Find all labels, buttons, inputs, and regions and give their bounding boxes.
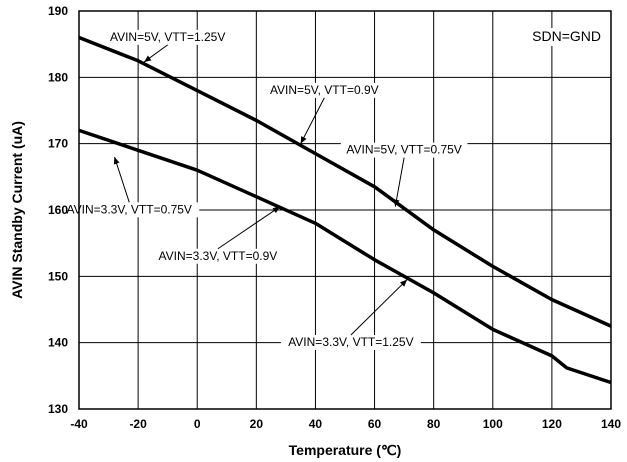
y-axis-title: AVIN Standby Current (uA)	[9, 121, 25, 299]
annotation-background	[264, 82, 385, 98]
x-tick-label: 100	[483, 417, 503, 431]
y-tick-label: 140	[48, 336, 68, 350]
annotation-background	[340, 142, 468, 158]
annotation-leader	[113, 156, 130, 203]
condition-label: SDN=GND	[532, 28, 601, 44]
annotation-label: AVIN=3.3V, VTT=1.25V	[288, 335, 413, 349]
annotation-leader	[217, 206, 281, 250]
x-axis-title: Temperature (℃)	[289, 442, 402, 458]
y-tick-label: 190	[48, 4, 68, 18]
series-line-avin-3v3	[78, 128, 612, 385]
annotation-leader	[394, 157, 405, 207]
arrowhead-icon	[113, 156, 120, 165]
x-tick-label: -20	[129, 417, 147, 431]
x-tick-labels: -40 -20 0 20 40 60 80 100 120 140	[70, 417, 621, 431]
arrowhead-icon	[300, 136, 307, 144]
annotation-label: AVIN=5V, VTT=0.9V	[270, 83, 379, 97]
arrowhead-icon	[399, 279, 408, 287]
x-tick-label: 60	[368, 417, 382, 431]
y-tick-label: 170	[48, 137, 68, 151]
x-tick-label: 20	[250, 417, 264, 431]
annotation-background	[59, 202, 200, 218]
condition-label-background	[509, 28, 605, 46]
x-tick-label: 140	[601, 417, 621, 431]
annotation-leader	[350, 279, 408, 336]
x-tick-label: 80	[427, 417, 441, 431]
y-tick-labels: 130 140 150 160 170 180 190	[48, 4, 68, 416]
annotation-label: AVIN=5V, VTT=1.25V	[110, 30, 225, 44]
annotations: AVIN=5V, VTT=1.25V AVIN=5V, VTT=0.9V AVIN=…	[59, 28, 605, 350]
series-group	[78, 35, 612, 385]
annotation-label: AVIN=3.3V, VTT=0.9V	[159, 249, 278, 263]
arrowhead-icon	[272, 206, 280, 214]
y-tick-label: 160	[48, 203, 68, 217]
x-tick-label: 40	[309, 417, 323, 431]
x-tick-label: 120	[542, 417, 562, 431]
annotation-background	[151, 248, 285, 264]
arrowhead-icon	[393, 199, 400, 207]
annotation-background	[280, 334, 421, 350]
annotation-leader	[300, 97, 325, 144]
y-tick-label: 180	[48, 70, 68, 84]
y-tick-label: 130	[48, 402, 68, 416]
annotation-label: AVIN=3.3V, VTT=0.75V	[67, 202, 192, 216]
annotation-background	[104, 29, 231, 45]
arrowhead-icon	[144, 55, 152, 63]
x-tick-label: 0	[194, 417, 201, 431]
series-line-avin-5v	[78, 35, 612, 328]
x-tick-label: -40	[70, 417, 88, 431]
plot-frame	[78, 10, 612, 410]
annotation-label: AVIN=5V, VTT=0.75V	[346, 143, 461, 157]
y-tick-label: 150	[48, 269, 68, 283]
